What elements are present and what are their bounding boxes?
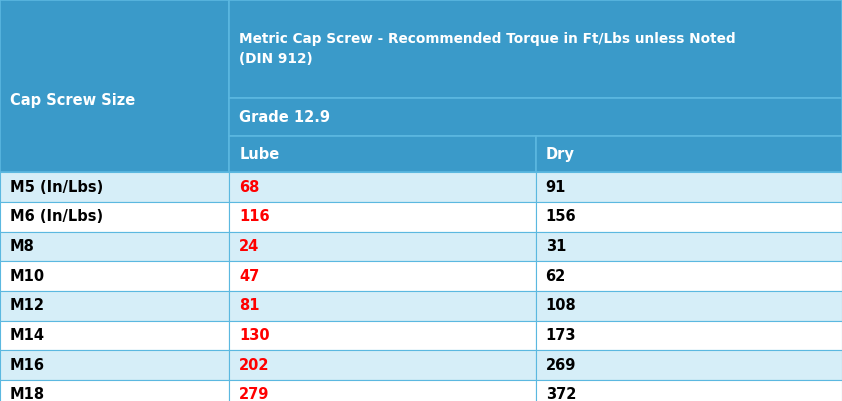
Text: M16: M16 — [10, 358, 45, 373]
Text: 202: 202 — [239, 358, 269, 373]
Bar — [536, 350, 842, 380]
Text: Grade 12.9: Grade 12.9 — [239, 110, 330, 125]
Text: Cap Screw Size: Cap Screw Size — [10, 93, 136, 107]
Bar — [536, 172, 842, 202]
Bar — [229, 0, 842, 98]
Bar — [0, 321, 229, 350]
Text: Metric Cap Screw - Recommended Torque in Ft/Lbs unless Noted
(DIN 912): Metric Cap Screw - Recommended Torque in… — [239, 32, 736, 66]
Bar — [536, 202, 842, 232]
Text: 31: 31 — [546, 239, 566, 254]
Text: 91: 91 — [546, 180, 566, 195]
Bar — [229, 136, 536, 172]
Bar — [536, 321, 842, 350]
Text: 47: 47 — [239, 269, 259, 284]
Bar — [536, 136, 842, 172]
Text: 68: 68 — [239, 180, 259, 195]
Bar — [536, 380, 842, 401]
Text: M8: M8 — [10, 239, 35, 254]
Text: 173: 173 — [546, 328, 576, 343]
Bar — [229, 202, 536, 232]
Bar — [0, 172, 229, 202]
Bar — [229, 172, 536, 202]
Bar — [0, 350, 229, 380]
Text: M12: M12 — [10, 298, 45, 314]
Text: 130: 130 — [239, 328, 269, 343]
Bar — [229, 380, 536, 401]
Text: 269: 269 — [546, 358, 576, 373]
Text: M5 (In/Lbs): M5 (In/Lbs) — [10, 180, 104, 195]
Text: 81: 81 — [239, 298, 259, 314]
Bar — [0, 202, 229, 232]
Text: Dry: Dry — [546, 147, 574, 162]
Bar — [0, 380, 229, 401]
Bar — [229, 291, 536, 321]
Text: M18: M18 — [10, 387, 45, 401]
Bar — [229, 321, 536, 350]
Bar — [536, 261, 842, 291]
Bar — [229, 261, 536, 291]
Text: M10: M10 — [10, 269, 45, 284]
Text: Lube: Lube — [239, 147, 280, 162]
Bar — [0, 291, 229, 321]
Text: M14: M14 — [10, 328, 45, 343]
Text: 372: 372 — [546, 387, 576, 401]
Bar — [0, 0, 229, 172]
Text: 24: 24 — [239, 239, 259, 254]
Bar — [0, 261, 229, 291]
Text: 62: 62 — [546, 269, 566, 284]
Text: 116: 116 — [239, 209, 269, 225]
Text: 279: 279 — [239, 387, 269, 401]
Text: 156: 156 — [546, 209, 576, 225]
Bar — [229, 350, 536, 380]
Bar — [229, 98, 842, 136]
Bar — [0, 232, 229, 261]
Bar — [229, 232, 536, 261]
Text: M6 (In/Lbs): M6 (In/Lbs) — [10, 209, 104, 225]
Bar — [536, 232, 842, 261]
Text: 108: 108 — [546, 298, 577, 314]
Bar — [536, 291, 842, 321]
